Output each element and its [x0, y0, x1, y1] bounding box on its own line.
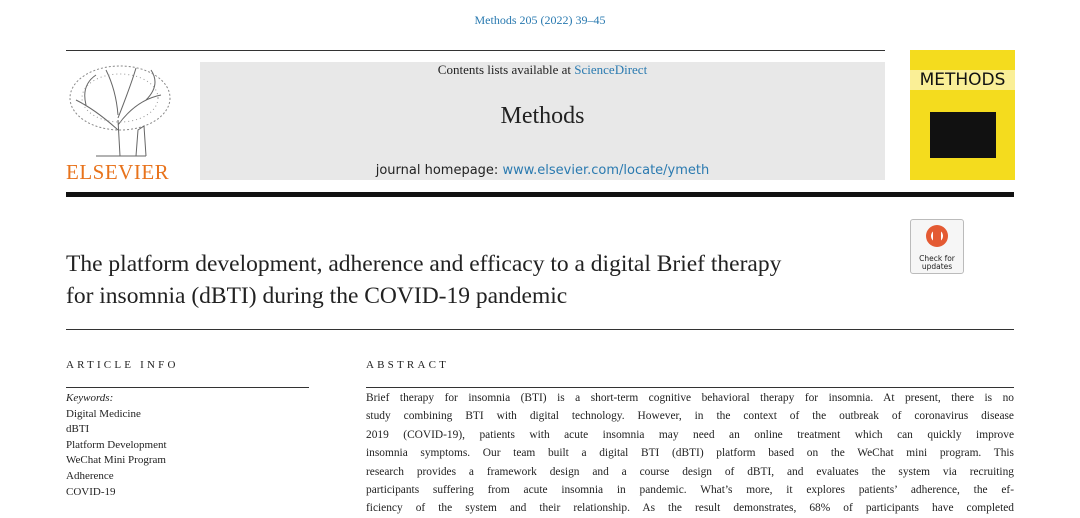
abstract-line: 2019 (COVID-19), patients with acute ins…	[366, 428, 1014, 441]
abstract-line: insomnia symptoms. Our team built a digi…	[366, 447, 1014, 460]
homepage-line: journal homepage: www.elsevier.com/locat…	[200, 163, 885, 178]
keywords-label: Keywords:	[66, 392, 114, 404]
journal-name: Methods	[500, 103, 585, 129]
keyword: WeChat Mini Program	[66, 454, 166, 467]
article-info-heading: ARTICLE INFO	[66, 359, 179, 371]
title-line: The platform development, adherence and …	[66, 251, 782, 277]
abstract-line: participants suffering from acute insomn…	[366, 483, 1014, 496]
abstract-line: study combining BTI with digital technol…	[366, 410, 1014, 423]
cover-title: METHODS	[910, 70, 1015, 90]
homepage-link[interactable]: www.elsevier.com/locate/ymeth	[502, 163, 710, 178]
abstract-text: Brief therapy for insomnia (BTI) is a sh…	[366, 389, 1014, 518]
homepage-prefix: journal homepage:	[375, 163, 499, 178]
abstract-line: ficiency of the system and their relatio…	[366, 502, 1014, 515]
contents-prefix: Contents lists available at	[437, 62, 572, 77]
rule	[66, 329, 1014, 330]
check-updates-icon	[926, 225, 948, 247]
keyword: Digital Medicine	[66, 407, 141, 420]
keyword: Platform Development	[66, 438, 167, 451]
abstract-heading: ABSTRACT	[366, 359, 450, 371]
contents-line: Contents lists available at ScienceDirec…	[200, 62, 885, 78]
keyword: Adherence	[66, 469, 114, 482]
rule	[66, 387, 309, 388]
rule	[66, 50, 885, 51]
title-line: for insomnia (dBTI) during the COVID-19 …	[66, 283, 568, 309]
rule	[366, 387, 1014, 388]
keywords: Keywords: Digital Medicine dBTI Platform…	[66, 391, 167, 500]
cover-image	[930, 112, 996, 158]
check-updates-badge[interactable]: Check for updates	[910, 219, 964, 274]
keyword: COVID-19	[66, 485, 116, 498]
abstract-line: Brief therapy for insomnia (BTI) is a sh…	[366, 392, 1014, 404]
journal-banner	[200, 62, 885, 180]
citation[interactable]: Methods 205 (2022) 39–45	[474, 13, 606, 27]
thick-rule	[66, 192, 1014, 197]
check-updates-text: Check for updates	[919, 254, 955, 271]
sciencedirect-link[interactable]: ScienceDirect	[574, 62, 648, 77]
publisher-logo	[69, 65, 171, 157]
keyword: dBTI	[66, 423, 90, 436]
abstract-line: research provides a framework design and…	[366, 465, 1014, 478]
article-title: The platform development, adherence and …	[66, 248, 781, 312]
publisher-name: ELSEVIER	[66, 160, 170, 184]
